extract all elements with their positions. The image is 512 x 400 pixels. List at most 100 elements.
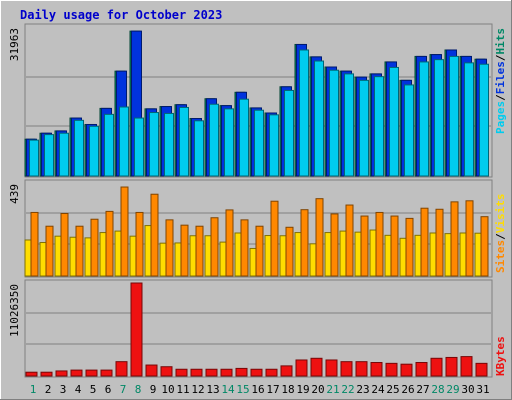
pages-bar xyxy=(44,134,54,177)
top-ymax-label: 31963 xyxy=(8,28,21,61)
visits-bar xyxy=(69,236,77,277)
visits-bar xyxy=(234,232,242,277)
x-tick-label: 31 xyxy=(476,383,489,396)
legend-pages: Pages xyxy=(494,101,507,134)
visits-bar xyxy=(84,237,92,277)
legend-hits: Hits xyxy=(494,28,507,55)
x-tick-label: 3 xyxy=(60,383,67,396)
kbytes-bar xyxy=(25,371,38,377)
pages-bar xyxy=(464,62,474,177)
x-tick-label: 29 xyxy=(446,383,459,396)
kbytes-bar xyxy=(70,369,83,377)
visits-bar xyxy=(414,234,422,277)
x-tick-label: 26 xyxy=(401,383,414,396)
visits-bar xyxy=(294,232,302,277)
top-legend: Pages/Files/Hits xyxy=(494,28,507,134)
chart-marks xyxy=(24,30,491,377)
visits-bar xyxy=(54,235,62,277)
x-tick-label: 6 xyxy=(105,383,112,396)
x-tick-label: 4 xyxy=(75,383,82,396)
x-tick-label: 17 xyxy=(266,383,279,396)
visits-bar xyxy=(339,230,347,277)
sites-bar xyxy=(480,216,489,277)
kbytes-bar xyxy=(430,357,443,377)
sites-bar xyxy=(180,224,189,277)
pages-bar xyxy=(74,119,84,177)
sites-bar xyxy=(345,204,354,277)
x-tick-label: 18 xyxy=(281,383,294,396)
visits-bar xyxy=(309,243,317,277)
sites-bar xyxy=(270,200,279,277)
legend-sites: Sites xyxy=(494,240,507,273)
visits-bar xyxy=(369,229,377,277)
sites-bar xyxy=(165,219,174,277)
sites-bar xyxy=(90,218,99,277)
x-tick-label: 2 xyxy=(45,383,52,396)
sites-bar xyxy=(45,225,54,277)
sites-bar xyxy=(435,208,444,277)
kbytes-bar xyxy=(385,362,398,377)
chart-title: Daily usage for October 2023 xyxy=(20,8,222,22)
x-tick-label: 7 xyxy=(120,383,127,396)
sites-bar xyxy=(195,225,204,277)
sites-bar xyxy=(390,215,399,277)
sites-bar xyxy=(75,225,84,277)
kbytes-bar xyxy=(280,365,293,377)
sites-bar xyxy=(255,225,264,277)
kbytes-bar xyxy=(370,362,383,377)
sites-bar xyxy=(210,217,219,277)
pages-bar xyxy=(434,59,444,177)
kbytes-bar xyxy=(310,357,323,377)
visits-bar xyxy=(144,225,152,277)
sites-bar xyxy=(60,213,69,277)
x-axis-labels: 1 2 3 4 5 6 7 8 9 10 11 12 13 14 15 16 17 18 19 20 21 22 23 24 2… xyxy=(30,383,490,396)
kbytes-bar xyxy=(415,362,428,377)
visits-bar xyxy=(459,232,467,277)
visits-bar xyxy=(24,239,32,277)
visits-bar xyxy=(264,235,272,277)
kbytes-bar xyxy=(160,366,173,377)
visits-bar xyxy=(174,242,182,277)
x-tick-label: 12 xyxy=(191,383,204,396)
bottom-legend: KBytes xyxy=(494,336,507,376)
pages-bar xyxy=(239,98,249,177)
middle-ymax-label: 439 xyxy=(8,184,21,204)
visits-bar xyxy=(399,237,407,277)
visits-bar xyxy=(99,232,107,277)
visits-bar xyxy=(114,230,122,277)
sites-bar xyxy=(330,213,339,277)
pages-bar xyxy=(29,139,39,177)
sites-bar xyxy=(285,226,294,277)
sites-bar xyxy=(375,211,384,277)
kbytes-bar xyxy=(190,368,203,377)
visits-bar xyxy=(159,242,167,277)
visits-bar xyxy=(279,235,287,277)
pages-bar xyxy=(419,61,429,177)
pages-bar xyxy=(284,89,294,177)
x-tick-label: 22 xyxy=(341,383,354,396)
pages-bar xyxy=(209,103,219,177)
pages-bar xyxy=(59,132,69,177)
legend-kbytes: KBytes xyxy=(494,336,507,376)
pages-bar xyxy=(179,106,189,177)
x-tick-label: 9 xyxy=(150,383,157,396)
pages-bar xyxy=(164,112,174,177)
x-tick-label: 11 xyxy=(176,383,189,396)
pages-bar xyxy=(254,109,264,177)
kbytes-bar xyxy=(40,371,53,377)
kbytes-bar xyxy=(205,368,218,377)
visits-bar xyxy=(39,242,47,277)
sites-bar xyxy=(225,209,234,277)
pages-bar xyxy=(314,60,324,177)
x-tick-label: 15 xyxy=(236,383,249,396)
kbytes-bar xyxy=(295,359,308,377)
pages-bar xyxy=(224,108,234,177)
kbytes-bar xyxy=(400,363,413,377)
middle-legend: Sites/Visits xyxy=(494,194,507,274)
kbytes-bar xyxy=(100,369,113,377)
x-tick-label: 24 xyxy=(371,383,385,396)
x-tick-label: 30 xyxy=(461,383,474,396)
kbytes-bar xyxy=(445,356,458,377)
sites-bar xyxy=(120,186,129,277)
